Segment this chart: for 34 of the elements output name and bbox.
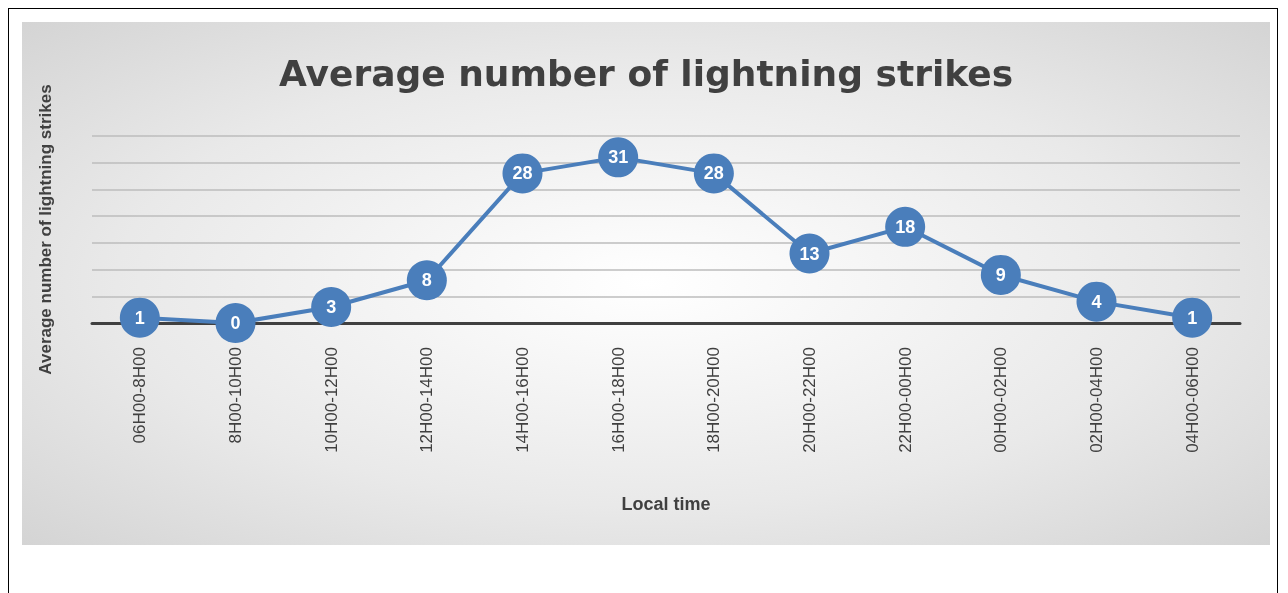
data-label: 0: [230, 313, 241, 333]
x-tick-label: 10H00-12H00: [321, 347, 341, 453]
point: [1076, 281, 1117, 322]
x-tick-label: 18H00-20H00: [704, 347, 724, 453]
data-label: 3: [326, 296, 337, 317]
point: [311, 286, 352, 327]
point: [119, 297, 160, 338]
y-axis-title: Average number of lightning strikes: [36, 84, 55, 375]
point: [1172, 297, 1213, 338]
data-label: 28: [703, 163, 724, 184]
data-label: 31: [608, 147, 629, 168]
data-label: 1: [1187, 307, 1198, 328]
data-label: 8: [421, 270, 432, 291]
x-tick-label: 20H00-22H00: [800, 347, 819, 453]
data-label: 18: [895, 216, 916, 237]
point: [215, 303, 256, 343]
data-label: 28: [512, 163, 533, 184]
point: [406, 260, 447, 301]
x-tick-label: 02H00-04H00: [1087, 347, 1106, 453]
point: [980, 254, 1021, 295]
x-tick-label: 14H00-16H00: [513, 347, 532, 453]
x-tick-label: 00H00-02H00: [991, 347, 1011, 453]
chart-title: Average number of lightning strikes: [278, 52, 1014, 94]
data-label: 4: [1091, 291, 1102, 312]
x-tick-label: 16H00-18H00: [608, 347, 628, 453]
data-label: 13: [799, 243, 820, 264]
x-tick-label: 8H00-10H00: [226, 347, 245, 444]
x-tick-label: 06H00-8H00: [130, 347, 150, 444]
x-tick-label: 12H00-14H00: [417, 347, 437, 453]
x-tick-label: 04H00-06H00: [1182, 347, 1202, 453]
data-label: 1: [134, 307, 145, 328]
x-tick-label: 22H00-00H00: [895, 347, 915, 453]
data-label: 9: [995, 264, 1006, 285]
x-axis-title: Local time: [621, 494, 711, 514]
